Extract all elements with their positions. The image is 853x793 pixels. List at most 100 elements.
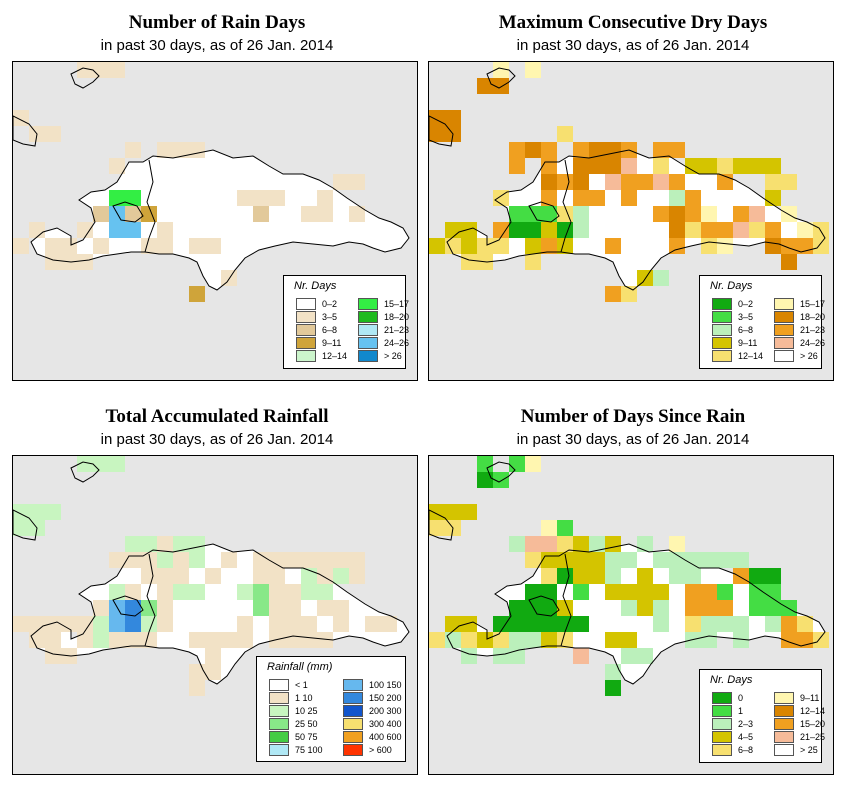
- legend-swatch: [269, 705, 289, 717]
- grid-cell: [125, 584, 141, 600]
- grid-cell: [717, 158, 733, 174]
- grid-cell: [269, 584, 285, 600]
- grid-cell: [685, 568, 701, 584]
- legend-swatch: [358, 324, 378, 336]
- legend-label: 0–2: [322, 299, 338, 309]
- grid-cell: [701, 632, 717, 648]
- grid-cell: [669, 552, 685, 568]
- grid-cell: [557, 536, 573, 552]
- grid-cell: [701, 600, 717, 616]
- grid-cell: [621, 190, 637, 206]
- grid-cell: [493, 222, 509, 238]
- legend-label: 50 75: [295, 732, 318, 742]
- grid-cell: [173, 142, 189, 158]
- coastline-islet: [112, 201, 144, 223]
- grid-cell: [525, 456, 541, 472]
- legend-label: 150 200: [369, 693, 402, 703]
- legend-label: > 25: [800, 745, 818, 755]
- grid-cell: [621, 648, 637, 664]
- coastline-islet: [70, 67, 100, 89]
- grid-cell: [189, 142, 205, 158]
- grid-cell: [621, 632, 637, 648]
- grid-cell: [765, 222, 781, 238]
- grid-cell: [717, 552, 733, 568]
- legend-label: 75 100: [295, 745, 323, 755]
- grid-cell: [445, 504, 461, 520]
- grid-cell: [541, 552, 557, 568]
- legend-swatch: [712, 311, 732, 323]
- grid-cell: [669, 238, 685, 254]
- grid-cell: [125, 536, 141, 552]
- grid-cell: [93, 616, 109, 632]
- grid-cell: [573, 158, 589, 174]
- grid-cell: [637, 270, 653, 286]
- legend-swatch: [712, 692, 732, 704]
- grid-cell: [317, 552, 333, 568]
- grid-cell: [125, 222, 141, 238]
- grid-cell: [637, 536, 653, 552]
- grid-cell: [765, 568, 781, 584]
- grid-cell: [765, 238, 781, 254]
- grid-cell: [573, 206, 589, 222]
- grid-cell: [525, 238, 541, 254]
- grid-cell: [301, 584, 317, 600]
- grid-cell: [477, 238, 493, 254]
- grid-cell: [253, 206, 269, 222]
- legend-label: 21–23: [384, 325, 410, 335]
- grid-cell: [717, 222, 733, 238]
- legend-label: 2–3: [738, 719, 754, 729]
- grid-cell: [573, 584, 589, 600]
- grid-cell: [573, 648, 589, 664]
- grid-cell: [109, 158, 125, 174]
- legend-swatch: [269, 679, 289, 691]
- grid-cell: [189, 664, 205, 680]
- grid-cell: [797, 616, 813, 632]
- grid-cell: [141, 552, 157, 568]
- legend-swatch: [712, 298, 732, 310]
- grid-cell: [349, 174, 365, 190]
- grid-cell: [365, 616, 381, 632]
- legend-label: 1 10: [295, 693, 313, 703]
- grid-cell: [93, 632, 109, 648]
- grid-cell: [733, 568, 749, 584]
- legend-swatch: [712, 705, 732, 717]
- grid-cell: [125, 142, 141, 158]
- grid-cell: [189, 552, 205, 568]
- grid-cell: [589, 142, 605, 158]
- grid-cell: [109, 222, 125, 238]
- legend-label: 9–11: [322, 338, 342, 348]
- grid-cell: [13, 616, 29, 632]
- grid-cell: [541, 142, 557, 158]
- grid-cell: [13, 110, 29, 126]
- grid-cell: [45, 504, 61, 520]
- grid-cell: [509, 456, 525, 472]
- grid-cell: [269, 190, 285, 206]
- legend-swatch: [712, 718, 732, 730]
- grid-cell: [477, 632, 493, 648]
- grid-cell: [189, 584, 205, 600]
- grid-cell: [221, 270, 237, 286]
- grid-cell: [733, 552, 749, 568]
- grid-cell: [333, 174, 349, 190]
- grid-cell: [173, 536, 189, 552]
- legend-label: 9–11: [738, 338, 758, 348]
- grid-cell: [237, 584, 253, 600]
- grid-cell: [317, 206, 333, 222]
- grid-cell: [605, 238, 621, 254]
- grid-cell: [445, 110, 461, 126]
- grid-cell: [269, 600, 285, 616]
- grid-cells: [429, 456, 829, 696]
- grid-cell: [157, 568, 173, 584]
- grid-cell: [765, 584, 781, 600]
- grid-cell: [109, 62, 125, 78]
- grid-cell: [509, 158, 525, 174]
- grid-cell: [717, 238, 733, 254]
- legend-label: 15–17: [384, 299, 410, 309]
- legend-swatch: [774, 744, 794, 756]
- grid-cell: [605, 286, 621, 302]
- grid-cell: [605, 632, 621, 648]
- grid-cell: [685, 616, 701, 632]
- legend-swatch: [296, 350, 316, 362]
- grid-cell: [749, 222, 765, 238]
- coastline: [446, 543, 826, 685]
